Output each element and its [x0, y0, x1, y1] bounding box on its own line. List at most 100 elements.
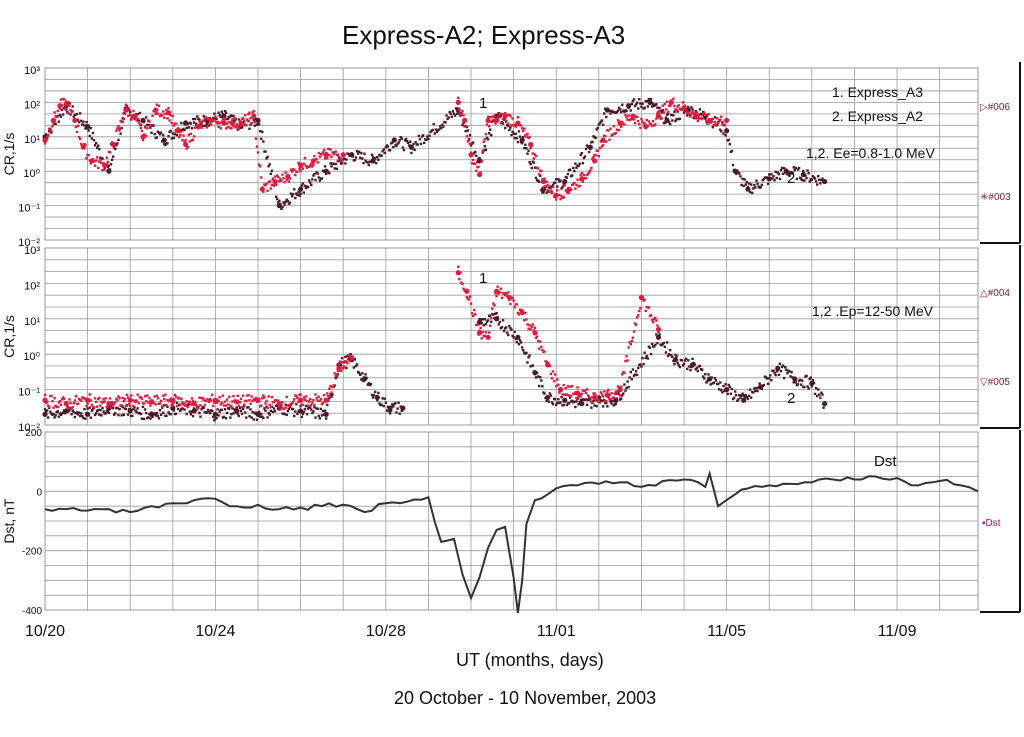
data-point-texture — [138, 111, 141, 115]
data-point-texture — [332, 152, 335, 156]
data-point-texture — [468, 295, 472, 298]
data-point-texture — [755, 386, 758, 390]
data-point-texture — [785, 368, 788, 372]
data-point-texture — [183, 128, 186, 132]
data-point-texture — [256, 399, 260, 402]
data-point-texture — [85, 411, 88, 415]
x-tick-label: 10/20 — [25, 623, 65, 640]
data-point-texture — [219, 115, 222, 119]
data-point-texture — [728, 143, 732, 146]
data-point-texture — [660, 117, 663, 120]
data-point-texture — [98, 413, 101, 416]
data-point-texture — [281, 173, 284, 176]
data-point-texture — [230, 127, 233, 130]
data-point-texture — [704, 114, 707, 117]
data-point-texture — [630, 117, 634, 121]
data-point-texture — [80, 119, 83, 123]
data-point-texture — [213, 419, 216, 422]
data-point-texture — [337, 362, 341, 366]
data-point-texture — [136, 407, 139, 410]
data-point-texture — [395, 411, 398, 414]
data-point-texture — [134, 409, 137, 412]
data-point-texture — [486, 115, 490, 119]
data-point-texture — [170, 404, 173, 408]
data-point-texture — [87, 154, 90, 157]
data-point-texture — [278, 405, 281, 408]
data-point-texture — [534, 176, 538, 180]
data-point-texture — [633, 373, 637, 376]
data-point-texture — [298, 167, 301, 170]
data-point-texture — [537, 347, 541, 350]
data-point-texture — [508, 324, 511, 328]
data-point-texture — [503, 293, 507, 297]
data-point-texture — [457, 265, 460, 269]
data-point-texture — [60, 398, 64, 401]
data-point-texture — [574, 187, 577, 190]
data-point-texture — [380, 403, 383, 406]
data-point-texture — [234, 401, 237, 404]
data-point-texture — [206, 121, 210, 124]
data-point-texture — [754, 389, 757, 393]
data-point-texture — [557, 178, 560, 181]
data-point-texture — [67, 406, 70, 409]
data-point-texture — [237, 127, 241, 131]
data-point-texture — [287, 407, 291, 411]
data-point-texture — [299, 169, 302, 173]
data-point-texture — [820, 391, 823, 394]
data-point-texture — [179, 409, 182, 412]
data-point-texture — [126, 396, 130, 399]
data-point-texture — [662, 341, 666, 345]
data-point-texture — [348, 359, 351, 363]
data-point-texture — [204, 116, 208, 119]
data-point-texture — [476, 160, 479, 163]
data-point-texture — [588, 171, 591, 174]
data-point-texture — [549, 394, 553, 397]
data-point-texture — [680, 359, 684, 362]
data-point-texture — [803, 385, 806, 389]
data-point-texture — [549, 187, 553, 190]
data-point-texture — [507, 124, 510, 128]
data-point-texture — [544, 184, 547, 188]
data-point-texture — [500, 296, 504, 300]
data-point-texture — [623, 123, 626, 126]
data-point-texture — [75, 112, 79, 116]
data-point-texture — [127, 108, 131, 111]
data-point-texture — [90, 403, 94, 407]
data-point-texture — [485, 123, 489, 126]
data-point-texture — [557, 383, 560, 386]
data-point-texture — [45, 409, 49, 412]
data-point-texture — [650, 342, 654, 346]
data-point-texture — [428, 134, 431, 137]
data-point-texture — [746, 397, 750, 401]
data-point-texture — [426, 135, 429, 138]
data-point-texture — [791, 376, 794, 379]
data-point-texture — [72, 402, 75, 405]
data-point-texture — [153, 395, 156, 398]
data-point-texture — [579, 153, 582, 157]
data-point-texture — [528, 324, 531, 327]
data-point-texture — [100, 414, 103, 417]
data-point — [579, 176, 585, 182]
data-point-texture — [176, 407, 180, 411]
data-point-texture — [347, 357, 350, 361]
data-point-texture — [307, 179, 311, 182]
data-point-texture — [485, 136, 489, 140]
data-point-texture — [165, 414, 168, 418]
data-point-texture — [818, 393, 821, 396]
data-point-texture — [492, 313, 495, 316]
data-point-texture — [537, 384, 541, 388]
data-point-texture — [684, 357, 688, 360]
data-point-texture — [440, 126, 443, 130]
data-point-texture — [589, 147, 592, 151]
data-point-texture — [252, 109, 255, 113]
data-point-texture — [480, 337, 483, 340]
data-point-texture — [298, 410, 301, 413]
data-point-texture — [546, 361, 549, 365]
data-point-texture — [400, 137, 403, 140]
data-point-texture — [687, 359, 690, 362]
data-point-texture — [110, 402, 114, 405]
data-point-texture — [725, 130, 728, 133]
data-point-texture — [195, 408, 198, 412]
data-point-texture — [742, 184, 745, 188]
data-point-texture — [649, 352, 653, 356]
